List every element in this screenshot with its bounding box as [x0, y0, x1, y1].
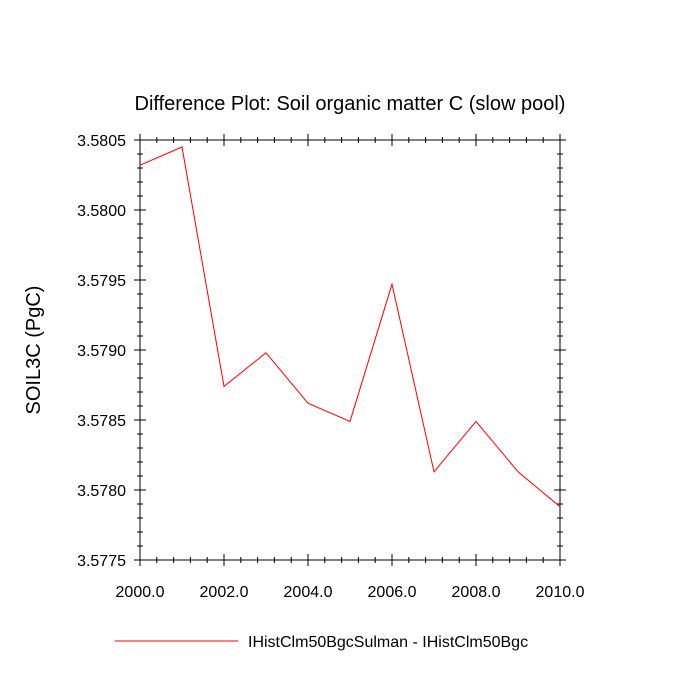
chart-title: Difference Plot: Soil organic matter C (…: [135, 93, 566, 115]
axes: 3.5775 3.5780 3.5785 3.5790 3.5795 3.5800 3.58…: [77, 133, 585, 601]
x-tick-label: 2006.0: [368, 584, 417, 601]
y-tick-label: 3.5780: [77, 483, 126, 500]
y-axis-label: SOIL3C (PgC): [23, 286, 45, 415]
x-tick-label: 2002.0: [200, 584, 249, 601]
y-tick-label: 3.5805: [77, 133, 126, 150]
plot-frame: [139, 139, 561, 561]
x-tick-label: 2008.0: [452, 584, 501, 601]
x-tick-label: 2010.0: [536, 584, 585, 601]
y-tick-label: 3.5775: [77, 553, 126, 570]
x-tick-label: 2004.0: [284, 584, 333, 601]
series-group: [139, 146, 561, 508]
y-tick-label: 3.5790: [77, 343, 126, 360]
y-tick-label: 3.5800: [77, 203, 126, 220]
y-tick-label: 3.5795: [77, 273, 126, 290]
legend-label: IHistClm50BgcSulman - IHistClm50Bgc: [248, 634, 528, 651]
x-tick-label: 2000.0: [116, 584, 165, 601]
y-tick-label: 3.5785: [77, 413, 126, 430]
legend: IHistClm50BgcSulman - IHistClm50Bgc: [115, 634, 528, 651]
series-line: [139, 146, 561, 508]
